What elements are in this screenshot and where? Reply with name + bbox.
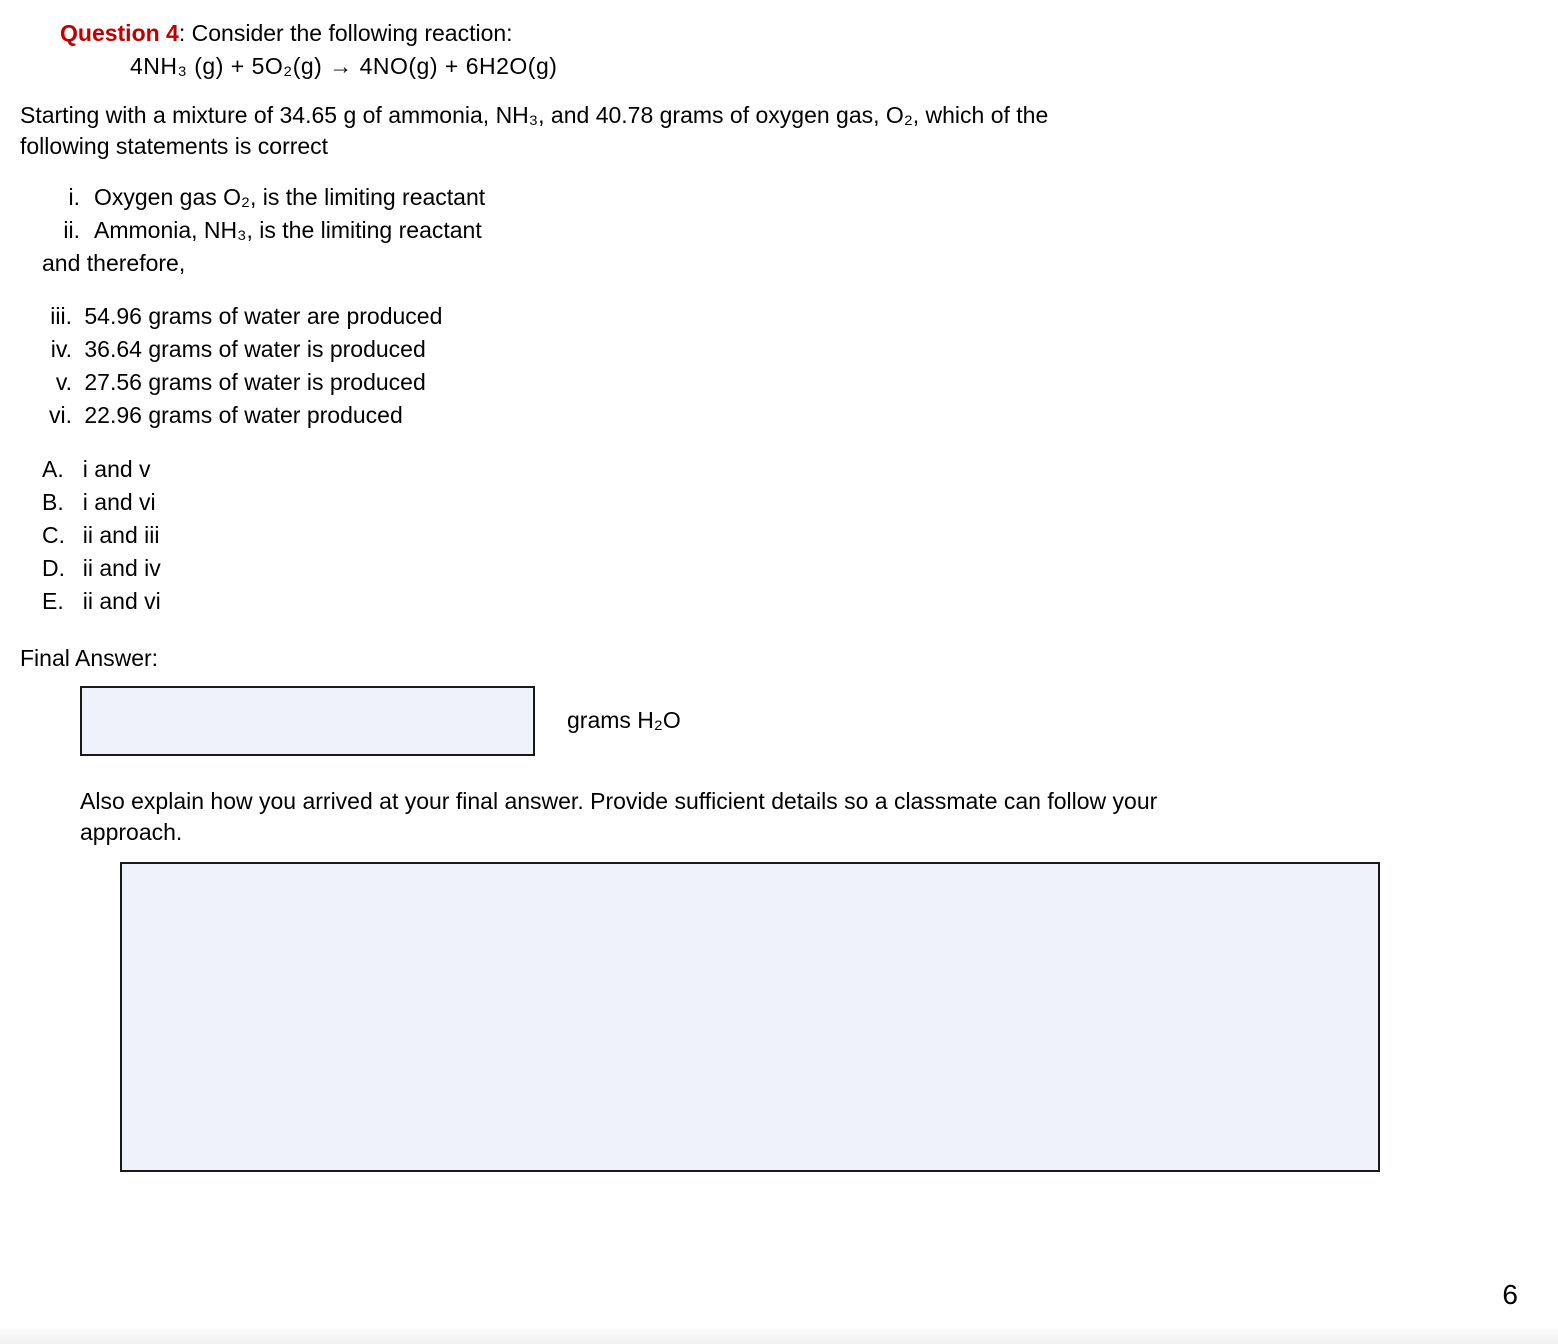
choice-c-text: ii and iii bbox=[83, 522, 160, 548]
worksheet-page: Question 4: Consider the following react… bbox=[0, 0, 1558, 1344]
choice-a: A. i and v bbox=[42, 454, 1538, 485]
roman-vi-text: 22.96 grams of water produced bbox=[84, 402, 402, 428]
question-label: Question 4 bbox=[60, 20, 179, 46]
roman-ii-text: Ammonia, NH₃, is the limiting reactant bbox=[94, 217, 482, 243]
choice-c: C. ii and iii bbox=[42, 520, 1538, 551]
choice-b-text: i and vi bbox=[83, 489, 156, 515]
statement-vi: vi. 22.96 grams of water produced bbox=[42, 400, 1538, 431]
explain-prompt: Also explain how you arrived at your fin… bbox=[80, 786, 1400, 848]
explanation-textarea[interactable] bbox=[120, 862, 1380, 1172]
page-number: 6 bbox=[1502, 1276, 1518, 1314]
roman-v-num: v. bbox=[42, 367, 72, 398]
roman-ii-num: ii. bbox=[42, 215, 80, 246]
statement-ii: ii. Ammonia, NH₃, is the limiting reactan… bbox=[42, 215, 1538, 246]
roman-vi-num: vi. bbox=[42, 400, 72, 431]
roman-iv-num: iv. bbox=[42, 334, 72, 365]
statements-block-1: i. Oxygen gas O₂, is the limiting reactan… bbox=[42, 182, 1538, 279]
statement-v: v. 27.56 grams of water is produced bbox=[42, 367, 1538, 398]
choice-a-letter: A. bbox=[42, 454, 70, 485]
final-answer-label: Final Answer: bbox=[20, 643, 1538, 674]
therefore-line: and therefore, bbox=[42, 248, 1538, 279]
final-answer-unit: grams H₂O bbox=[567, 705, 681, 736]
choice-e-letter: E. bbox=[42, 586, 70, 617]
final-answer-input[interactable] bbox=[80, 686, 535, 756]
roman-iv-text: 36.64 grams of water is produced bbox=[84, 336, 425, 362]
choice-d-text: ii and iv bbox=[83, 555, 161, 581]
question-prompt: : Consider the following reaction: bbox=[179, 20, 513, 46]
intro-line-2: following statements is correct bbox=[20, 131, 1320, 162]
roman-iii-text: 54.96 grams of water are produced bbox=[84, 303, 442, 329]
choice-e-text: ii and vi bbox=[83, 588, 161, 614]
intro-line-1: Starting with a mixture of 34.65 g of am… bbox=[20, 100, 1320, 131]
reaction-equation: 4NH₃ (g) + 5O₂(g) → 4NO(g) + 6H2O(g) bbox=[130, 51, 1538, 82]
choice-b-letter: B. bbox=[42, 487, 70, 518]
roman-iii-num: iii. bbox=[42, 301, 72, 332]
statement-iii: iii. 54.96 grams of water are produced bbox=[42, 301, 1538, 332]
statement-iv: iv. 36.64 grams of water is produced bbox=[42, 334, 1538, 365]
choice-e: E. ii and vi bbox=[42, 586, 1538, 617]
choice-c-letter: C. bbox=[42, 520, 70, 551]
roman-i-text: Oxygen gas O₂, is the limiting reactant bbox=[94, 184, 485, 210]
choice-d: D. ii and iv bbox=[42, 553, 1538, 584]
question-header: Question 4: Consider the following react… bbox=[60, 18, 1538, 49]
final-answer-row: grams H₂O bbox=[80, 686, 1538, 756]
choice-b: B. i and vi bbox=[42, 487, 1538, 518]
roman-v-text: 27.56 grams of water is produced bbox=[84, 369, 425, 395]
statement-i: i. Oxygen gas O₂, is the limiting reactan… bbox=[42, 182, 1538, 213]
roman-i-num: i. bbox=[42, 182, 80, 213]
page-shadow bbox=[0, 1326, 1558, 1344]
explain-prompt-line-2: approach. bbox=[80, 817, 1400, 848]
answer-choices: A. i and v B. i and vi C. ii and iii D. … bbox=[42, 454, 1538, 617]
explain-prompt-line-1: Also explain how you arrived at your fin… bbox=[80, 786, 1400, 817]
statements-block-2: iii. 54.96 grams of water are produced i… bbox=[42, 301, 1538, 431]
question-intro: Starting with a mixture of 34.65 g of am… bbox=[20, 100, 1320, 162]
choice-a-text: i and v bbox=[83, 456, 151, 482]
choice-d-letter: D. bbox=[42, 553, 70, 584]
